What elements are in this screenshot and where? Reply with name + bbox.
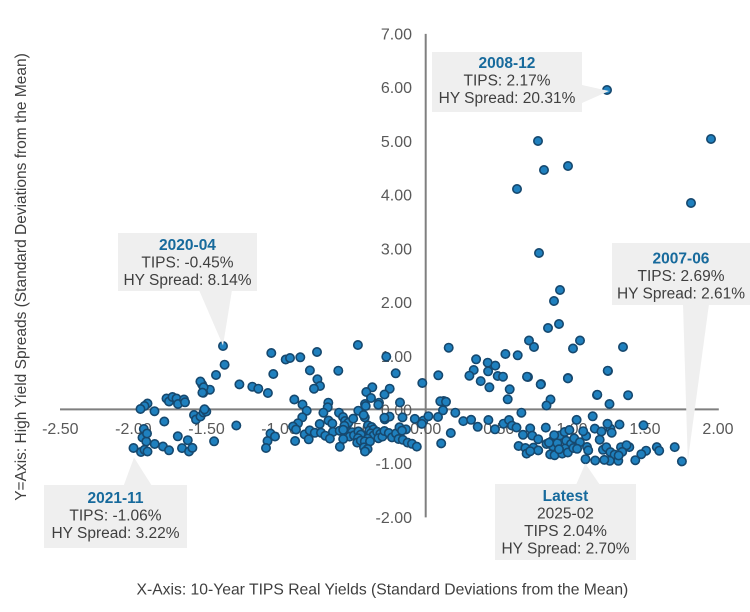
svg-text:3.00: 3.00 <box>381 241 412 258</box>
svg-text:2.00: 2.00 <box>702 421 733 438</box>
svg-text:6.00: 6.00 <box>381 80 412 97</box>
svg-text:TIPS: 2.69%: TIPS: 2.69% <box>637 268 724 285</box>
svg-text:7.00: 7.00 <box>381 27 412 44</box>
svg-text:TIPS 2.04%: TIPS 2.04% <box>524 523 607 540</box>
svg-text:Latest: Latest <box>543 488 589 505</box>
svg-text:2007-06: 2007-06 <box>653 251 710 268</box>
svg-text:TIPS: -0.45%: TIPS: -0.45% <box>141 254 233 271</box>
svg-text:-1.00: -1.00 <box>376 456 413 473</box>
svg-text:2.00: 2.00 <box>381 295 412 312</box>
svg-text:2020-04: 2020-04 <box>159 237 216 254</box>
svg-text:HY Spread: 8.14%: HY Spread: 8.14% <box>123 272 251 289</box>
svg-text:Y=Axis: High Yield Spreads (St: Y=Axis: High Yield Spreads (Standard Dev… <box>13 53 30 501</box>
svg-text:2008-12: 2008-12 <box>479 55 536 72</box>
svg-text:X-Axis: 10-Year TIPS Real Yiel: X-Axis: 10-Year TIPS Real Yields (Standa… <box>137 582 629 599</box>
svg-text:HY Spread: 2.70%: HY Spread: 2.70% <box>501 541 629 558</box>
svg-text:HY Spread: 20.31%: HY Spread: 20.31% <box>439 90 576 107</box>
svg-text:5.00: 5.00 <box>381 134 412 151</box>
svg-text:HY Spread: 2.61%: HY Spread: 2.61% <box>617 286 745 303</box>
svg-text:TIPS: 2.17%: TIPS: 2.17% <box>463 72 550 89</box>
svg-text:-2.00: -2.00 <box>376 510 413 527</box>
svg-text:2025-02: 2025-02 <box>537 505 594 522</box>
svg-text:-1.50: -1.50 <box>188 421 225 438</box>
svg-text:TIPS: -1.06%: TIPS: -1.06% <box>69 508 161 525</box>
svg-text:HY Spread: 3.22%: HY Spread: 3.22% <box>51 525 179 542</box>
svg-text:-2.50: -2.50 <box>42 421 79 438</box>
svg-text:4.00: 4.00 <box>381 188 412 205</box>
svg-text:2021-11: 2021-11 <box>87 490 143 507</box>
